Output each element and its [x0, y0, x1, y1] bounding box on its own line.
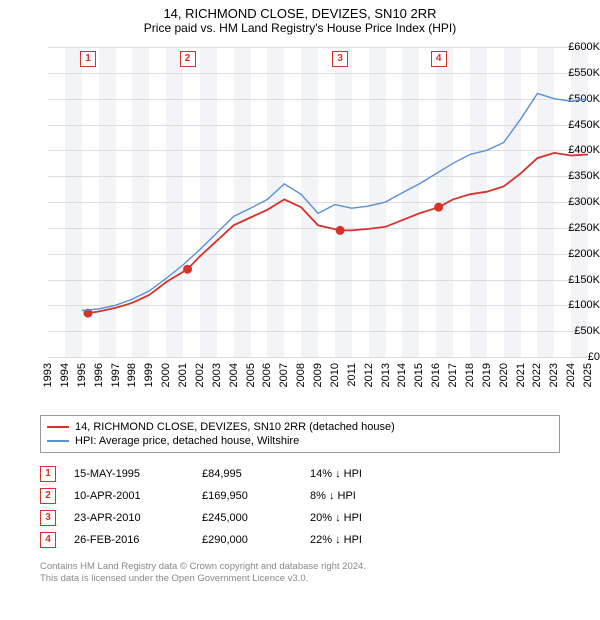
transaction-price: £245,000 [202, 512, 292, 524]
page-root: 14, RICHMOND CLOSE, DEVIZES, SN10 2RR Pr… [0, 0, 600, 586]
transaction-index-box: 1 [40, 466, 56, 482]
legend-swatch [47, 426, 69, 428]
chart-title: 14, RICHMOND CLOSE, DEVIZES, SN10 2RR [0, 0, 600, 21]
chart-legend: 14, RICHMOND CLOSE, DEVIZES, SN10 2RR (d… [40, 415, 560, 453]
legend-swatch [47, 440, 69, 442]
transaction-hpi-delta: 20% ↓ HPI [310, 512, 430, 524]
legend-item: 14, RICHMOND CLOSE, DEVIZES, SN10 2RR (d… [47, 420, 553, 434]
sale-label-box: 4 [431, 51, 447, 67]
sale-label-box: 3 [332, 51, 348, 67]
transaction-hpi-delta: 8% ↓ HPI [310, 490, 430, 502]
transaction-hpi-delta: 22% ↓ HPI [310, 534, 430, 546]
footer-line-1: Contains HM Land Registry data © Crown c… [40, 561, 560, 573]
series-hpi [82, 94, 588, 311]
transaction-date: 10-APR-2001 [74, 490, 184, 502]
transactions-table: 1 15-MAY-1995 £84,995 14% ↓ HPI 2 10-APR-2001… [40, 463, 560, 551]
sale-marker [336, 226, 345, 235]
transaction-index-box: 3 [40, 510, 56, 526]
transaction-row: 4 26-FEB-2016 £290,000 22% ↓ HPI [40, 529, 560, 551]
chart-svg [0, 39, 600, 409]
transaction-index-box: 4 [40, 532, 56, 548]
transaction-date: 26-FEB-2016 [74, 534, 184, 546]
sale-marker [434, 203, 443, 212]
footer-attribution: Contains HM Land Registry data © Crown c… [40, 561, 560, 586]
transaction-price: £169,950 [202, 490, 292, 502]
transaction-price: £290,000 [202, 534, 292, 546]
transaction-row: 3 23-APR-2010 £245,000 20% ↓ HPI [40, 507, 560, 529]
transaction-hpi-delta: 14% ↓ HPI [310, 468, 430, 480]
sale-marker [183, 265, 192, 274]
price-chart: £0£50K£100K£150K£200K£250K£300K£350K£400… [0, 39, 600, 409]
transaction-price: £84,995 [202, 468, 292, 480]
chart-subtitle: Price paid vs. HM Land Registry's House … [0, 21, 600, 39]
transaction-date: 23-APR-2010 [74, 512, 184, 524]
transaction-row: 1 15-MAY-1995 £84,995 14% ↓ HPI [40, 463, 560, 485]
footer-line-2: This data is licensed under the Open Gov… [40, 573, 560, 585]
transaction-date: 15-MAY-1995 [74, 468, 184, 480]
legend-item: HPI: Average price, detached house, Wilt… [47, 434, 553, 448]
legend-label: 14, RICHMOND CLOSE, DEVIZES, SN10 2RR (d… [75, 421, 395, 433]
sale-label-box: 1 [80, 51, 96, 67]
transaction-row: 2 10-APR-2001 £169,950 8% ↓ HPI [40, 485, 560, 507]
legend-label: HPI: Average price, detached house, Wilt… [75, 435, 299, 447]
sale-label-box: 2 [180, 51, 196, 67]
transaction-index-box: 2 [40, 488, 56, 504]
